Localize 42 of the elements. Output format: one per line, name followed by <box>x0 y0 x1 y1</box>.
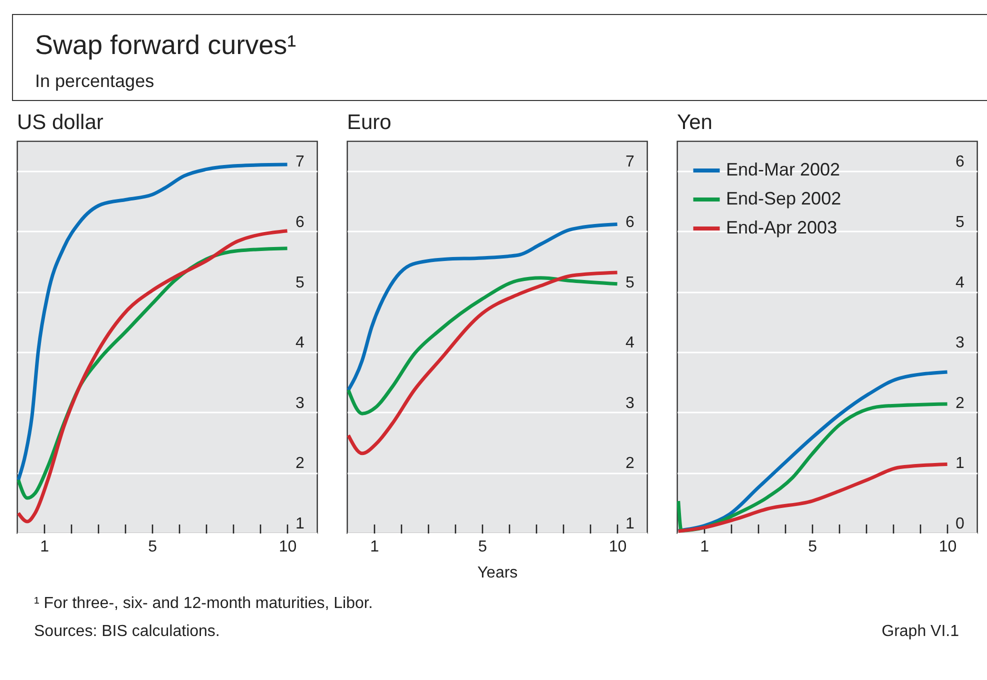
x-tick-label: 5 <box>148 538 158 556</box>
text: Swap forward curves¹ <box>35 29 298 62</box>
y-tick-label: 6 <box>626 214 634 231</box>
y-tick-label: 5 <box>296 274 304 292</box>
chart-title: US dollar <box>17 111 104 134</box>
x-tick-label: 10 <box>608 538 627 556</box>
y-tick-label: 4 <box>296 334 304 352</box>
legend-label: End-Apr 2003 <box>726 218 838 238</box>
y-tick-label: 3 <box>296 394 304 412</box>
y-tick-label: 7 <box>296 154 304 171</box>
y-tick-label: 2 <box>956 394 964 412</box>
y-tick-label: 6 <box>296 214 304 231</box>
source-note: Sources: BIS calculations. <box>34 623 220 641</box>
y-tick-label: 1 <box>956 455 964 472</box>
chart-title: Euro <box>347 111 392 134</box>
x-tick-label: 1 <box>700 538 710 556</box>
y-tick-label: 6 <box>956 154 964 171</box>
y-tick-label: 3 <box>956 334 964 352</box>
x-tick-label: 5 <box>478 538 488 556</box>
y-tick-label: 4 <box>956 274 964 292</box>
y-tick-label: 3 <box>626 394 634 412</box>
legend-label: End-Mar 2002 <box>726 160 840 180</box>
y-tick-label: 5 <box>626 274 634 292</box>
y-tick-label: 7 <box>626 154 634 171</box>
x-tick-label: 1 <box>40 538 50 556</box>
y-tick-label: 1 <box>626 516 634 532</box>
y-tick-label: 5 <box>956 214 964 231</box>
y-tick-label: 2 <box>626 455 634 472</box>
y-tick-label: 4 <box>626 334 634 352</box>
y-tick-label: 1 <box>296 516 304 532</box>
x-tick-label: 1 <box>370 538 380 556</box>
text: Graph VI.1 <box>882 623 959 641</box>
text: ¹ For three-, six- and 12-month maturities, Libor. <box>34 595 373 612</box>
x-tick-label: 10 <box>278 538 297 556</box>
legend-label: End-Sep 2002 <box>726 188 842 208</box>
y-tick-label: 0 <box>956 516 964 532</box>
chart-title: Yen <box>677 111 712 134</box>
x-tick-label: 10 <box>938 538 957 556</box>
text: In percentages <box>35 71 156 92</box>
y-tick-label: 2 <box>296 455 304 472</box>
x-axis-title: Years <box>477 564 518 582</box>
x-tick-label: 5 <box>808 538 818 556</box>
